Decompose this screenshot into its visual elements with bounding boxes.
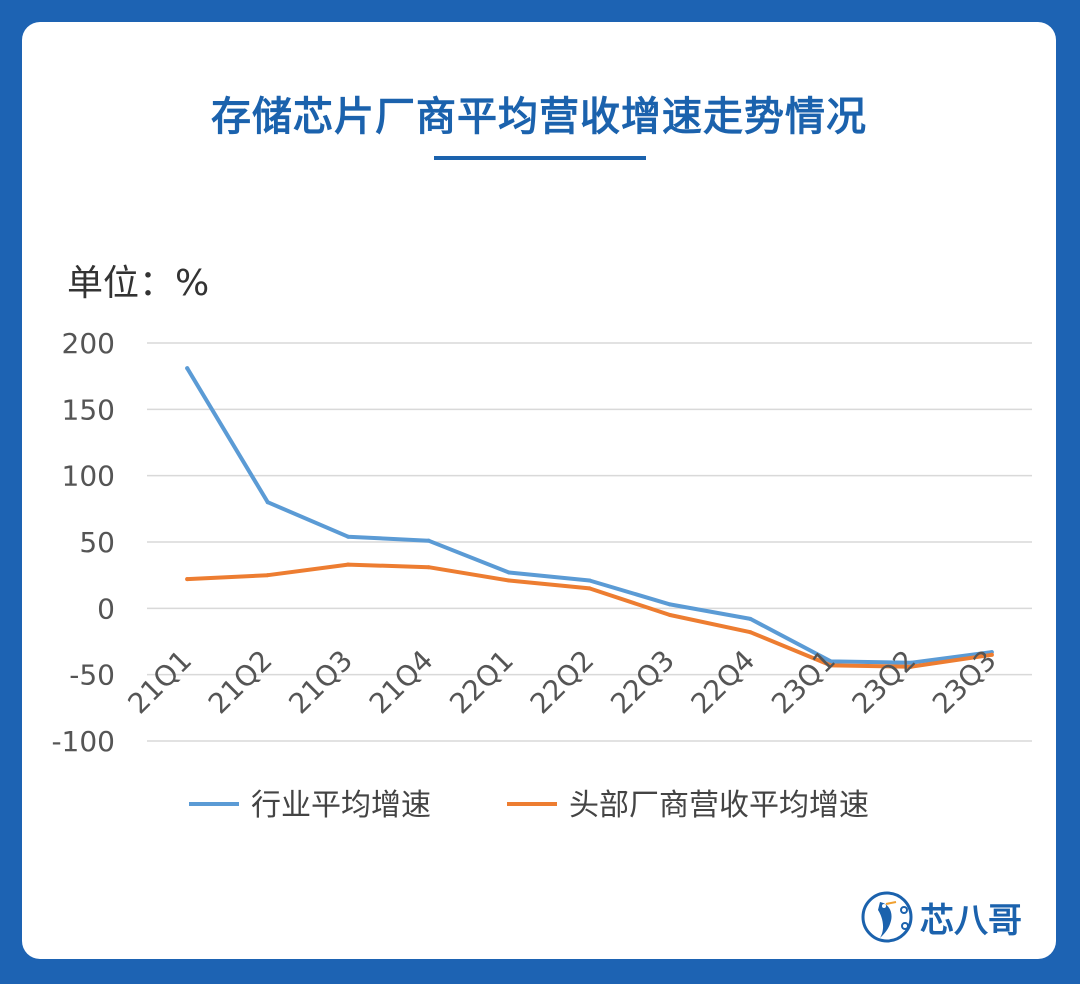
legend-label: 头部厂商营收平均增速 (569, 788, 869, 823)
data-point (828, 659, 833, 664)
data-point (346, 562, 351, 567)
x-axis-ticks: 21Q1 21Q2 21Q3 21Q4 22Q1 22Q2 22Q3 22Q4 23Q1 23Q2… (121, 644, 1002, 721)
brand-name: 芯八哥 (920, 900, 1022, 941)
title-underline (434, 156, 646, 160)
x-tick-label: 21Q1 (121, 644, 198, 721)
data-point (185, 366, 190, 371)
x-tick-label: 21Q2 (202, 644, 279, 721)
data-point (587, 578, 592, 583)
bird-logo-icon (861, 891, 913, 943)
data-point (426, 565, 431, 570)
chart-card: 存储芯片厂商平均营收增速走势情况 单位：% 200 150 100 50 0 -50 -10… (22, 22, 1056, 959)
y-tick-label: 100 (62, 460, 115, 493)
data-point (667, 602, 672, 607)
data-point (265, 500, 270, 505)
unit-label: 单位：% (67, 263, 210, 304)
data-point (265, 573, 270, 578)
data-point (507, 570, 512, 575)
series-line (185, 366, 994, 665)
x-tick-label: 22Q2 (524, 644, 601, 721)
data-point (667, 612, 672, 617)
legend-label: 行业平均增速 (251, 788, 431, 823)
x-tick-label: 21Q3 (282, 644, 359, 721)
y-tick-label: 0 (97, 592, 115, 625)
data-point (909, 660, 914, 665)
data-point (909, 664, 914, 669)
data-point (828, 663, 833, 668)
grid-lines (147, 342, 1032, 742)
y-tick-label: 200 (62, 327, 115, 360)
data-point (587, 586, 592, 591)
x-tick-label: 22Q3 (604, 644, 681, 721)
legend: 行业平均增速 头部厂商营收平均增速 (189, 788, 869, 823)
y-tick-label: -50 (69, 659, 115, 692)
x-tick-label: 22Q1 (443, 644, 520, 721)
data-point (748, 616, 753, 621)
y-tick-label: -100 (51, 725, 115, 758)
data-point (989, 652, 994, 657)
series-lines (185, 366, 994, 669)
x-tick-label: 23Q2 (846, 644, 923, 721)
chart-title: 存储芯片厂商平均营收增速走势情况 (211, 94, 867, 140)
data-point (748, 630, 753, 635)
data-point (507, 578, 512, 583)
data-point (346, 534, 351, 539)
y-tick-label: 50 (79, 526, 115, 559)
data-point (185, 577, 190, 582)
y-axis-ticks: 200 150 100 50 0 -50 -100 (51, 327, 115, 758)
x-tick-label: 21Q4 (363, 644, 440, 721)
x-tick-label: 22Q4 (685, 644, 762, 721)
line-chart: 200 150 100 50 0 -50 -100 21Q1 21Q2 21Q3 21Q4 22Q1… (51, 327, 1032, 823)
data-point (426, 538, 431, 543)
y-tick-label: 150 (62, 393, 115, 426)
brand-logo: 芯八哥 (860, 890, 1022, 944)
